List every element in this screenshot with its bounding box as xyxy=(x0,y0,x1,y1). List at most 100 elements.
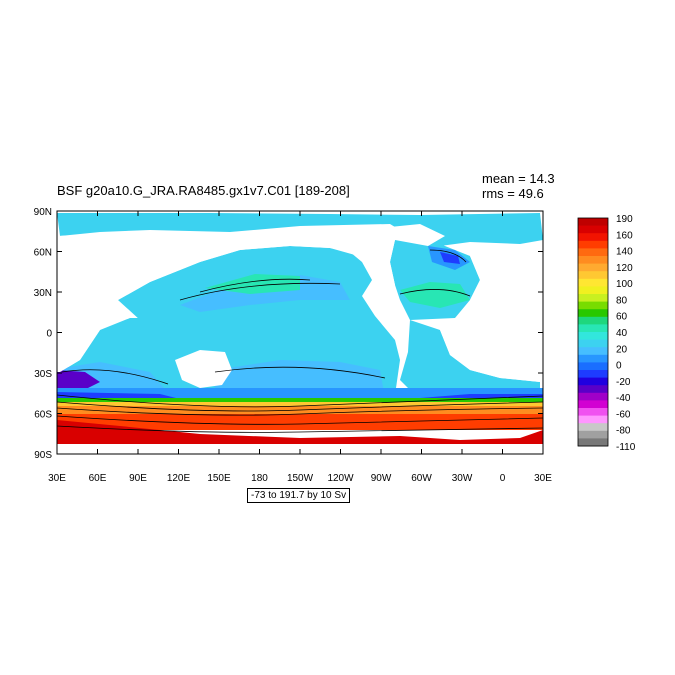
lon-tick-label: 0 xyxy=(500,473,506,484)
colorbar-swatch xyxy=(578,332,608,341)
contour-line xyxy=(214,366,386,379)
colorbar-label: 100 xyxy=(616,279,633,290)
africa-east-land xyxy=(57,296,118,372)
rms-value: rms = 49.6 xyxy=(482,186,544,201)
north-pacific-gyre xyxy=(180,275,350,312)
lon-tick-label: 60W xyxy=(411,473,432,484)
colorbar-swatch xyxy=(578,354,608,363)
latitude-axis: 90N 60N 30N 0 30S 60S 90S xyxy=(34,207,543,461)
longitude-axis: 30E 60E 90E 120E 150E 180 150W 120W 90W 60W 30W 0 30… xyxy=(48,211,552,484)
colorbar-swatch xyxy=(578,339,608,348)
colorbar-label: -110 xyxy=(616,442,636,453)
plot-title: BSF g20a10.G_JRA.RA8485.gx1v7.C01 [189-2… xyxy=(57,183,350,198)
colorbar-swatch xyxy=(578,324,608,333)
colorbar: 190 160 140 120 100 80 60 40 20 0 -20 -40 -60 -80 -110 xyxy=(577,214,636,453)
colorbar-label: 80 xyxy=(616,295,628,306)
lon-tick-label: 90E xyxy=(129,473,147,484)
australia-land xyxy=(175,350,232,388)
colorbar-swatch xyxy=(578,233,608,242)
colorbar-swatch xyxy=(578,377,608,386)
colorbar-swatch xyxy=(578,263,608,272)
colorbar-label: 160 xyxy=(616,230,633,241)
colorbar-swatch xyxy=(578,225,608,234)
colorbar-swatch xyxy=(578,385,608,394)
colorbar-swatch xyxy=(578,362,608,371)
ocean-field xyxy=(57,211,543,454)
colorbar-swatch xyxy=(578,415,608,424)
south-america-land xyxy=(410,315,543,382)
contour-lines xyxy=(57,249,543,433)
colorbar-label: 0 xyxy=(616,361,622,372)
colorbar-swatch xyxy=(578,438,608,447)
colorbar-swatch xyxy=(578,430,608,439)
colorbar-swatch xyxy=(578,370,608,379)
colorbar-swatch xyxy=(578,286,608,295)
colorbar-swatch xyxy=(578,400,608,409)
colorbar-swatch xyxy=(578,316,608,325)
colorbar-swatch xyxy=(578,271,608,280)
atlantic-ocean xyxy=(390,236,540,400)
contour-line xyxy=(57,394,543,408)
lon-tick-label: 150E xyxy=(207,473,231,484)
gulf-stream xyxy=(400,282,470,308)
colorbar-label: 20 xyxy=(616,344,628,355)
colorbar-swatch xyxy=(578,309,608,318)
colorbar-frame xyxy=(577,217,609,447)
colorbar-label: 60 xyxy=(616,312,628,323)
colorbar-swatch xyxy=(578,423,608,432)
colorbar-swatch xyxy=(578,240,608,249)
contour-line xyxy=(57,401,543,412)
contour-line xyxy=(429,249,467,263)
colorbar-swatch xyxy=(578,256,608,265)
antarctic-coast-band xyxy=(57,420,543,444)
lat-tick-label: 90S xyxy=(34,450,52,461)
colorbar-label: -80 xyxy=(616,426,631,437)
contour-line xyxy=(57,425,543,433)
colorbar-label: 40 xyxy=(616,328,628,339)
colorbar-swatch xyxy=(578,218,608,227)
lat-tick-label: 0 xyxy=(46,329,52,340)
colorbar-swatch xyxy=(578,408,608,417)
lon-tick-label: 30W xyxy=(452,473,473,484)
greenland-land xyxy=(380,224,445,246)
colorbar-label: 190 xyxy=(616,214,633,225)
agulhas-core xyxy=(57,370,100,392)
colorbar-label: -20 xyxy=(616,377,631,388)
lon-tick-label: 30E xyxy=(534,473,552,484)
acc-red-band xyxy=(57,414,543,430)
contour-line xyxy=(179,282,341,301)
colorbar-label: 120 xyxy=(616,263,633,274)
colorbar-label: 140 xyxy=(616,247,633,258)
lat-tick-label: 60N xyxy=(34,248,52,259)
contour-line xyxy=(61,369,169,385)
lat-tick-label: 90N xyxy=(34,207,52,218)
lat-tick-label: 30S xyxy=(34,369,52,380)
lon-tick-label: 30E xyxy=(48,473,66,484)
contour-line xyxy=(199,278,311,293)
lon-tick-label: 90W xyxy=(371,473,392,484)
mean-value: mean = 14.3 xyxy=(482,171,555,186)
contour-line xyxy=(57,407,543,416)
eurasia-land xyxy=(57,228,395,302)
lon-tick-label: 120E xyxy=(167,473,191,484)
africa-west-land xyxy=(470,250,543,370)
colorbar-swatch xyxy=(578,248,608,257)
contour-line xyxy=(57,415,543,425)
lon-tick-label: 120W xyxy=(327,473,354,484)
lon-tick-label: 150W xyxy=(287,473,314,484)
colorbar-swatch xyxy=(578,301,608,310)
colorbar-swatch xyxy=(578,294,608,303)
colorbar-swatch xyxy=(578,278,608,287)
colorbar-label: -60 xyxy=(616,409,631,420)
lon-tick-label: 180 xyxy=(251,473,268,484)
lat-tick-label: 30N xyxy=(34,288,52,299)
lon-tick-label: 60E xyxy=(89,473,107,484)
colorbar-label: -40 xyxy=(616,393,631,404)
subpolar-gyre-core xyxy=(440,252,460,264)
contour-range-label: -73 to 191.7 by 10 Sv xyxy=(247,488,351,503)
lat-tick-label: 60S xyxy=(34,410,52,421)
colorbar-swatch xyxy=(578,347,608,356)
colorbar-swatch xyxy=(578,392,608,401)
contour-line xyxy=(399,289,471,297)
